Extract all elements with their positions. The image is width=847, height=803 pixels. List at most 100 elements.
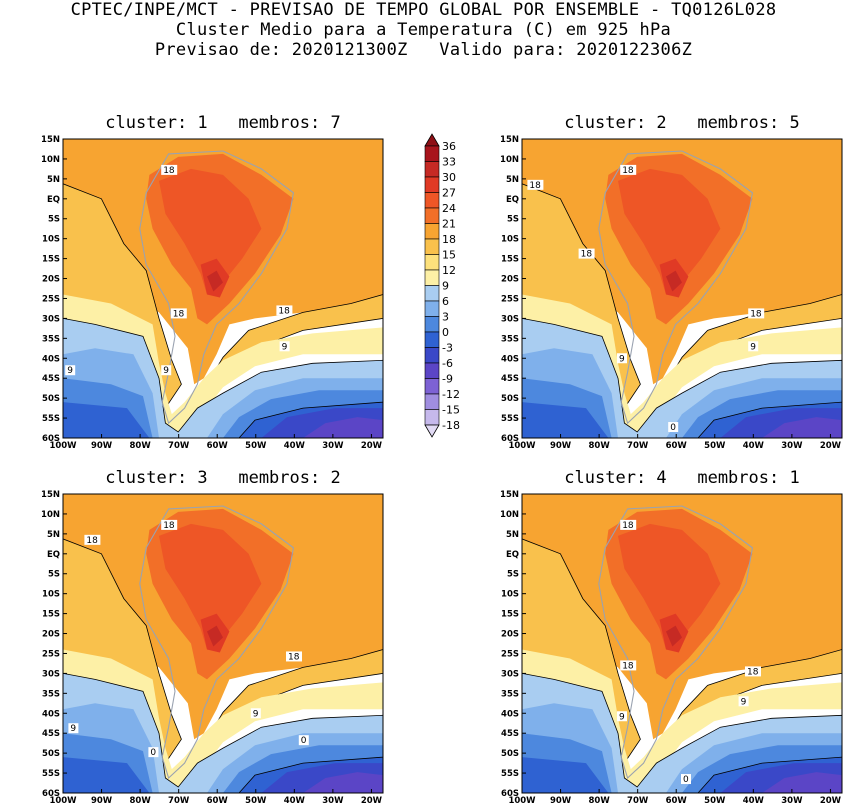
lat-label: 5N [47, 530, 60, 540]
lon-label: 70W [168, 441, 190, 451]
lat-label: 25S [42, 294, 60, 304]
temperature-band [522, 757, 609, 793]
colorbar-label: 27 [442, 187, 456, 200]
lat-label: 15N [41, 135, 60, 145]
temperature-field-1 [63, 139, 383, 438]
lon-label: 90W [91, 441, 113, 451]
lon-label: 40W [284, 796, 306, 803]
figure-title-line-3: Previsao de: 2020121300Z Valido para: 20… [154, 40, 693, 60]
contour-label-box [84, 534, 101, 545]
contour-label: 18 [622, 661, 634, 671]
contour-label: 18 [163, 521, 175, 531]
colorbar-label: 9 [442, 280, 449, 293]
south-america-outline [139, 505, 295, 780]
temperature-field-4 [522, 494, 842, 793]
contour-label-box [668, 422, 679, 433]
temperature-band [762, 417, 842, 438]
contour-label-box [681, 774, 691, 785]
lat-label: 40S [501, 709, 519, 719]
lon-label: 100W [508, 796, 536, 803]
contour-label-box [748, 308, 765, 319]
lat-label: 5S [48, 570, 60, 580]
lon-label: 30W [322, 441, 344, 451]
colorbar-swatch [424, 300, 440, 317]
lat-label: 40S [42, 354, 60, 364]
panel-title-3: cluster: 3 membros: 2 [105, 468, 341, 488]
contour-label: 0 [683, 775, 689, 785]
contour-label-box [617, 711, 627, 722]
lat-label: 25S [501, 294, 519, 304]
temperature-band [63, 402, 150, 438]
contour-label-box [161, 365, 172, 376]
lat-label: 30S [42, 314, 60, 324]
lat-label: 20S [42, 275, 60, 285]
contour-label-box [68, 723, 79, 734]
lat-label: 55S [42, 414, 60, 424]
colorbar-swatch [424, 161, 440, 178]
lon-label: 40W [743, 441, 765, 451]
temperature-band [159, 523, 262, 650]
lat-label: 15S [501, 610, 519, 620]
contour-label-box [527, 179, 544, 190]
lat-label: 60S [501, 434, 519, 444]
lat-label: 55S [42, 769, 60, 779]
lon-label: 90W [550, 796, 572, 803]
contour-label-box [578, 248, 595, 259]
lat-label: 40S [501, 354, 519, 364]
map-panel-4: 15N 10N 5N EQ 5S 10S 15S 20S 25S 30S 35S 40S 45S 50S 5… [500, 490, 843, 803]
lat-label: 5N [506, 530, 519, 540]
lat-label: 5S [507, 215, 519, 225]
lat-label: 60S [501, 789, 519, 799]
colorbar-swatch [424, 331, 440, 348]
lat-label: 30S [501, 669, 519, 679]
lat-label: 55S [501, 769, 519, 779]
lat-label: 25S [42, 649, 60, 659]
figure-title-line-1: CPTEC/INPE/MCT - PREVISAO DE TEMPO GLOBA… [70, 0, 777, 20]
lat-label: 10S [42, 235, 60, 245]
contour-label-box [286, 651, 302, 662]
lon-label: 100W [49, 441, 77, 451]
temperature-band [618, 523, 721, 650]
colorbar-label: -6 [442, 357, 453, 370]
map-frame [62, 493, 384, 794]
contour-label: 9 [619, 354, 625, 364]
contour-label: 9 [750, 342, 756, 352]
south-america-outline [139, 150, 295, 425]
colorbar-swatch [424, 254, 440, 271]
contour-label-box [276, 305, 293, 316]
lon-label: 20W [361, 796, 383, 803]
lon-label: 80W [588, 796, 610, 803]
contour-label-box [620, 660, 637, 671]
lat-label: 50S [501, 394, 519, 404]
contour-label: 18 [173, 309, 185, 319]
lat-label: 15N [500, 490, 519, 500]
lat-label: EQ [506, 195, 519, 205]
lon-label: 60W [666, 441, 688, 451]
lat-label: 35S [42, 689, 60, 699]
lon-label: 70W [627, 796, 649, 803]
colorbar-label: -12 [442, 388, 460, 401]
lon-label: 70W [627, 441, 649, 451]
temperature-band [666, 625, 682, 647]
south-america-outline [598, 505, 754, 780]
colorbar-label: 0 [442, 326, 449, 339]
lat-label: 10N [500, 155, 519, 165]
lon-label: 50W [704, 796, 726, 803]
contour-label: 0 [670, 423, 676, 433]
colorbar-swatch [424, 378, 440, 395]
colorbar-swatch [424, 238, 440, 255]
temperature-field-2 [522, 139, 842, 438]
lat-label: 45S [42, 729, 60, 739]
lat-label: 5S [507, 570, 519, 580]
contour-label-box [161, 164, 178, 175]
lat-label: 10N [41, 155, 60, 165]
temperature-band [762, 772, 842, 793]
lat-label: 10S [501, 590, 519, 600]
map-panel-2: 15N 10N 5N EQ 5S 10S 15S 20S 25S 30S 35S 40S 45S 50S 5… [500, 135, 843, 451]
colorbar-label: 33 [442, 156, 456, 169]
contour-label-box [617, 353, 627, 364]
colorbar-swatch [424, 362, 440, 379]
lat-label: 5S [48, 215, 60, 225]
